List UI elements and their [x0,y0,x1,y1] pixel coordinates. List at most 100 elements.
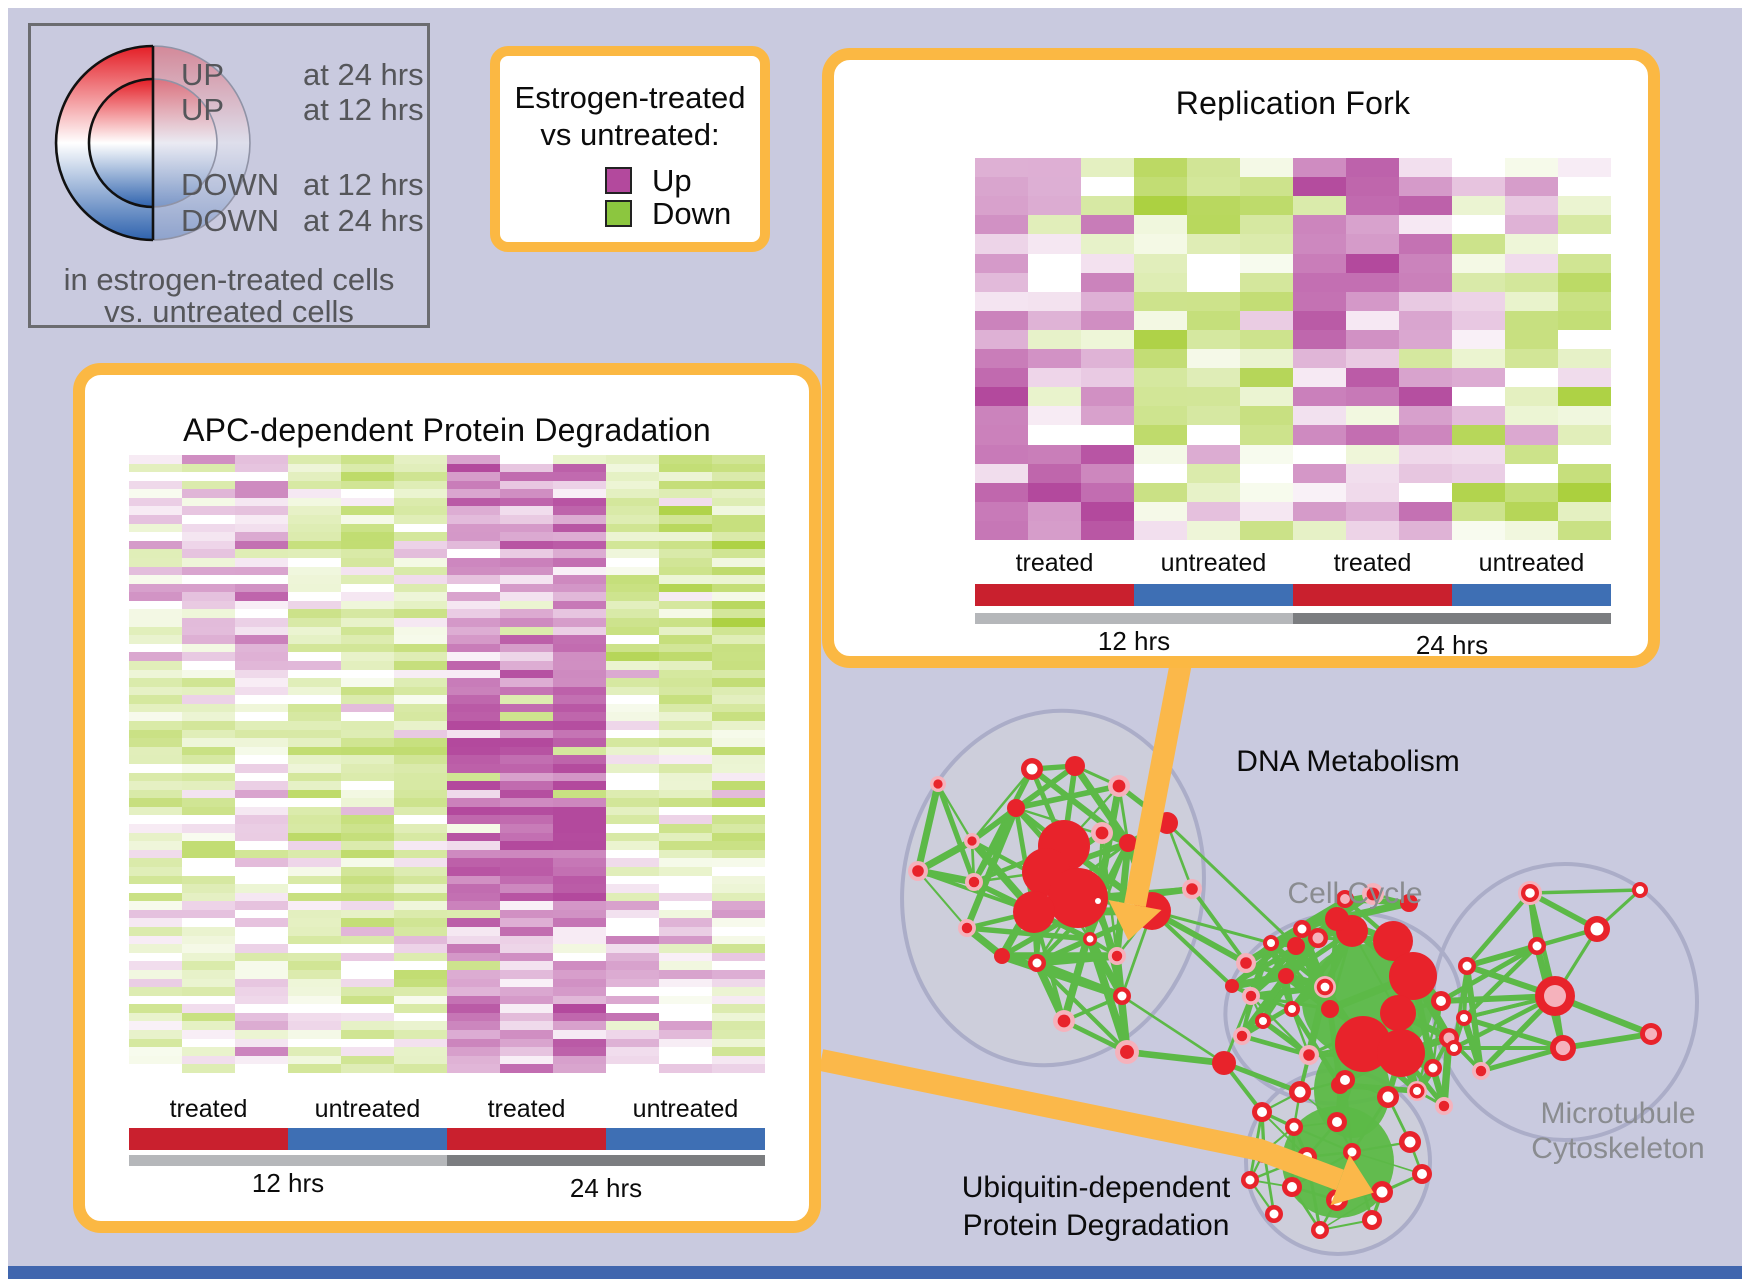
ring-row-word: UP [181,57,225,92]
heatmap-cell [182,497,235,507]
heatmap-cell [500,643,553,653]
heatmap-cell [659,789,712,799]
heatmap-cell [1452,444,1505,464]
heatmap-cell [500,815,553,825]
heatmap-cell [1399,349,1452,369]
heatmap-cell [500,841,553,850]
heatmap-cell [1346,520,1399,540]
heatmap-cell [341,884,394,893]
apc-time-colorbar [129,1155,765,1166]
heatmap-cell [235,875,288,885]
link-arrow-head [1330,1154,1374,1206]
heatmap-cell [659,686,712,696]
heatmap-cell [341,1047,394,1056]
network-node-center [1111,950,1123,962]
heatmap-cell [975,463,1028,483]
heatmap-cell [129,643,182,653]
heatmap-cell [447,592,500,601]
heatmap-cell [606,600,659,610]
heatmap-cell [712,978,765,988]
heatmap-cell [1187,158,1240,178]
network-edge [1562,1031,1652,1051]
heatmap-cell [394,798,447,807]
heatmap-cell [288,703,341,713]
network-node-center [1303,1049,1315,1061]
heatmap-cell [288,583,341,593]
heatmap-cell [129,515,182,524]
heatmap-cell [129,1012,182,1022]
heatmap-cell [447,540,500,550]
apc-degradation-heatmap [129,455,765,1073]
heatmap-cell [341,669,394,679]
heatmap-cell [1293,253,1346,273]
heatmap-cell [182,703,235,713]
heatmap-cell [341,566,394,576]
heatmap-cell [288,927,341,936]
heatmap-cell [553,575,606,584]
heatmap-cell [394,566,447,576]
rf-time-label: 24 hrs [1415,630,1489,660]
heatmap-cell [394,995,447,1005]
heatmap-cell [341,472,394,481]
heatmap-cell [500,660,553,670]
heatmap-cell [447,952,500,962]
heatmap-cell [447,678,500,687]
heatmap-cell [1558,501,1611,521]
heatmap-cell [394,609,447,619]
heatmap-cell [182,969,235,979]
heatmap-cell [1293,425,1346,445]
heatmap-cell [975,253,1028,273]
heatmap-cell [288,978,341,988]
heatmap-cell [1293,234,1346,254]
network-node [1335,1016,1391,1072]
heatmap-cell [553,815,606,825]
heatmap-cell [182,463,235,473]
network-node-center [1340,1075,1350,1085]
heatmap-cell [129,523,182,533]
heatmap-cell [394,858,447,867]
heatmap-cell [500,515,553,524]
updown-legend-title-line2: vs untreated: [540,117,720,152]
heatmap-cell [129,712,182,722]
heatmap-cell [500,549,553,558]
heatmap-cell [553,540,606,550]
heatmap-cell [712,463,765,473]
heatmap-cell [606,652,659,661]
heatmap-cell [553,1004,606,1013]
heatmap-cell [288,935,341,945]
heatmap-cell [447,463,500,473]
heatmap-cell [659,600,712,610]
heatmap-cell [447,643,500,653]
apc-group-label: untreated [314,1095,421,1123]
heatmap-cell [606,1038,659,1048]
heatmap-cell [1028,463,1081,483]
heatmap-cell [659,815,712,825]
heatmap-cell [1240,501,1293,521]
heatmap-cell [341,1030,394,1039]
heatmap-cell [182,557,235,567]
heatmap-cell [288,549,341,558]
heatmap-cell [659,806,712,816]
heatmap-cell [1505,272,1558,292]
heatmap-cell [1134,196,1187,216]
heatmap-cell [394,686,447,696]
heatmap-cell [1399,501,1452,521]
heatmap-cell [975,272,1028,292]
heatmap-cell [606,969,659,979]
heatmap-cell [129,549,182,558]
heatmap-cell [659,978,712,988]
heatmap-cell [500,729,553,739]
heatmap-cell [182,755,235,764]
heatmap-cell [1505,425,1558,445]
network-edge [1035,961,1129,1054]
heatmap-cell [1505,234,1558,254]
heatmap-cell [235,660,288,670]
heatmap-cell [235,806,288,816]
heatmap-cell [500,866,553,876]
heatmap-cell [606,497,659,507]
heatmap-cell [1240,387,1293,407]
heatmap-cell [182,1064,235,1073]
heatmap-cell [182,978,235,988]
heatmap-cell [1240,444,1293,464]
ring-row-time: at 24 hrs [303,57,424,92]
